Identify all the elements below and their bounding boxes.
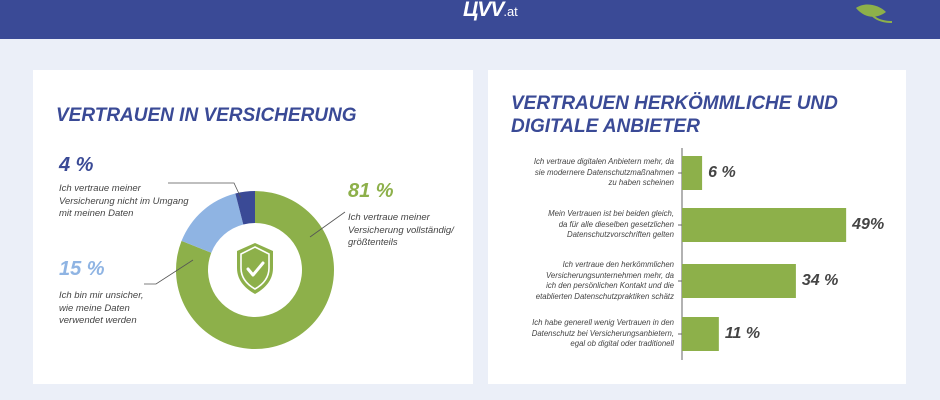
- bar-0: [682, 156, 703, 190]
- bar-1: [682, 208, 847, 242]
- leader-line-15: [144, 259, 194, 285]
- bar-chart-title-line-2: DIGITALE ANBIETER: [511, 116, 700, 137]
- trust-insurance-card: VERTRAUEN IN VERSICHERUNG 4 % Ich vertra…: [33, 70, 473, 384]
- brand-tld: .at: [503, 4, 518, 19]
- bar-category-label-2: Ich vertraue den herkömmlichen Versicheru…: [535, 260, 674, 301]
- slice-label-4: 4 %: [59, 154, 94, 176]
- leaf-logo-icon: [856, 4, 893, 23]
- bar-category-label-1: Mein Vertrauen ist bei beiden gleich, da …: [548, 209, 674, 240]
- bar-2: [682, 264, 796, 298]
- leader-line-4: [168, 182, 242, 199]
- bar-value-label-2: 34 %: [801, 272, 839, 289]
- bar-category-label-3: Ich habe generell wenig Vertrauen in den…: [531, 318, 674, 349]
- donut-slice-81: [175, 191, 335, 349]
- bar-chart: [678, 148, 847, 360]
- bar-value-label-1: 49%: [852, 216, 885, 233]
- donut-chart: [144, 182, 346, 349]
- bar-chart-title-line-1: VERTRAUEN HERKÖMMLICHE UND: [511, 93, 838, 114]
- slice-desc-4: Ich vertraue meiner Versicherung nicht i…: [59, 183, 189, 219]
- slice-label-81: 81 %: [348, 180, 394, 202]
- trust-providers-card: VERTRAUEN HERKÖMMLICHE UND DIGITALE ANBI…: [488, 70, 906, 384]
- bar-value-label-0: 6 %: [708, 164, 736, 181]
- shield-check-icon: [237, 243, 273, 294]
- slice-desc-81: Ich vertraue meiner Versicherung vollstä…: [348, 212, 454, 248]
- slice-desc-15: Ich bin mir unsicher, wie meine Daten ve…: [59, 290, 144, 326]
- donut-slice-15: [181, 193, 244, 253]
- header-bar: ЦVV.at: [0, 0, 940, 39]
- bar-value-label-3: 11 %: [724, 325, 761, 342]
- leader-line-81: [309, 211, 346, 238]
- slice-label-15: 15 %: [59, 258, 105, 280]
- bar-3: [682, 317, 719, 351]
- brand-name: ЦVV: [463, 0, 504, 21]
- bar-chart-title: VERTRAUEN HERKÖMMLICHE UND DIGITALE ANBI…: [511, 92, 838, 138]
- bar-category-label-0: Ich vertraue digitalen Anbietern mehr, d…: [533, 157, 674, 188]
- pie-chart-title: VERTRAUEN IN VERSICHERUNG: [56, 105, 357, 126]
- donut-slice-4: [235, 191, 255, 225]
- brand-logo[interactable]: ЦVV.at: [463, 0, 518, 22]
